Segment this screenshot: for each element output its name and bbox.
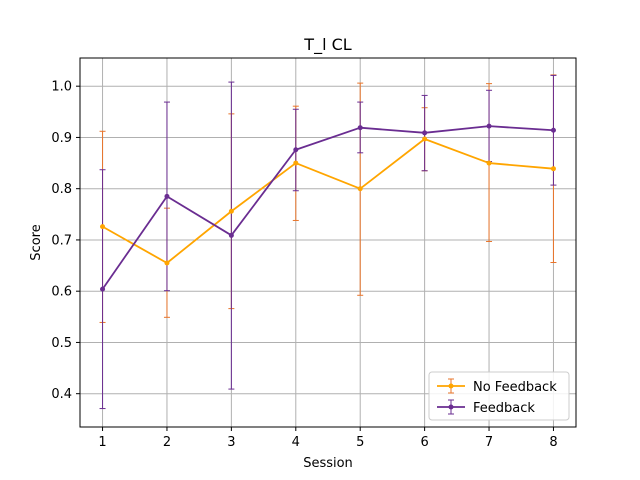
data-point xyxy=(357,186,363,192)
data-point xyxy=(550,166,556,172)
data-point xyxy=(422,130,428,136)
x-tick-label: 6 xyxy=(420,435,428,450)
data-point xyxy=(486,123,492,129)
series-line-1 xyxy=(101,125,554,290)
series-layer xyxy=(99,74,557,410)
y-tick-label: 0.6 xyxy=(51,285,72,300)
data-point xyxy=(228,208,234,214)
plot-frame xyxy=(79,57,577,428)
x-tick-label: 1 xyxy=(98,435,106,450)
legend-label: No Feedback xyxy=(473,380,557,395)
y-tick-label: 0.8 xyxy=(51,182,72,197)
y-tick-label: 1.0 xyxy=(51,80,72,95)
x-tick-label: 2 xyxy=(163,435,171,450)
y-axis-label: Score xyxy=(29,224,44,260)
chart-title: T_l CL xyxy=(303,35,351,55)
data-point xyxy=(164,260,170,266)
legend-box xyxy=(428,371,570,421)
legend-marker xyxy=(448,383,454,389)
data-point xyxy=(550,127,556,133)
y-tick-label: 0.4 xyxy=(51,387,72,402)
x-tick-label: 7 xyxy=(485,435,493,450)
x-tick-label: 8 xyxy=(549,435,557,450)
y-tick-label: 0.7 xyxy=(51,233,72,248)
data-point xyxy=(357,125,363,131)
y-axis: 0.4 0.5 0.6 0.7 0.8 0.9 1.0 xyxy=(51,80,80,402)
legend: No Feedback Feedback xyxy=(428,371,570,421)
series-line-0 xyxy=(102,138,554,264)
data-point xyxy=(100,286,106,292)
x-tick-label: 5 xyxy=(356,435,364,450)
y-tick-label: 0.5 xyxy=(51,336,72,351)
data-point xyxy=(228,232,234,238)
legend-marker xyxy=(448,404,454,410)
data-point xyxy=(293,147,299,153)
data-point xyxy=(100,224,106,230)
legend-label: Feedback xyxy=(473,401,535,416)
x-tick-label: 4 xyxy=(292,435,300,450)
data-point xyxy=(486,160,492,166)
x-axis: 1 2 3 4 5 6 7 8 xyxy=(98,427,558,450)
data-point xyxy=(293,160,299,166)
data-point xyxy=(164,193,170,199)
x-tick-label: 3 xyxy=(227,435,235,450)
data-point xyxy=(422,136,428,142)
x-axis-label: Session xyxy=(303,456,353,471)
y-tick-label: 0.9 xyxy=(51,131,72,146)
